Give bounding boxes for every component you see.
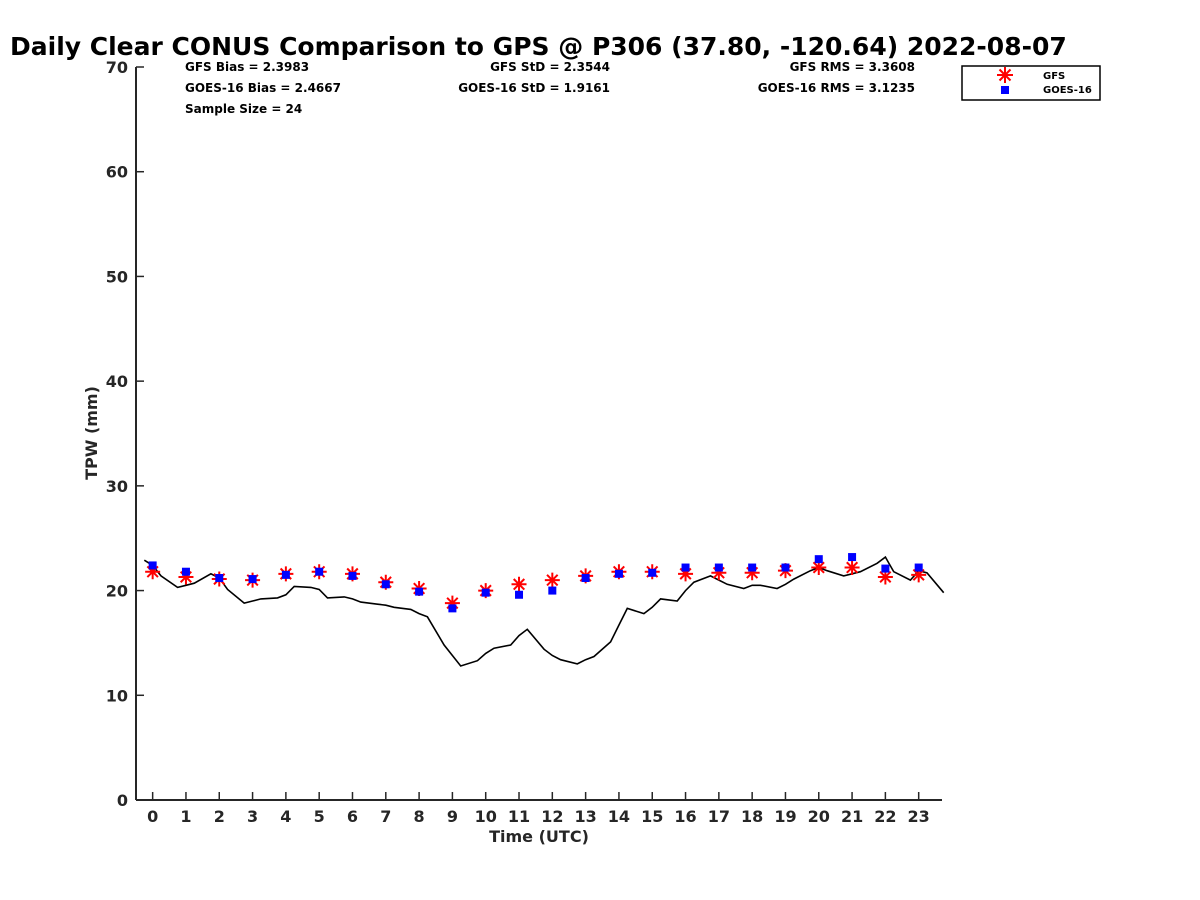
- legend-label-goes16: GOES-16: [1043, 85, 1092, 96]
- data-point-gfs: [844, 560, 860, 576]
- data-point-goes16: [748, 563, 757, 572]
- x-tick-label: 16: [674, 807, 696, 826]
- x-tick-label: 9: [447, 807, 458, 826]
- data-point-goes16: [248, 575, 257, 584]
- legend-label-gfs: GFS: [1043, 71, 1065, 82]
- x-tick-label: 1: [180, 807, 191, 826]
- x-tick-label: 4: [280, 807, 291, 826]
- data-point-goes16: [181, 567, 190, 576]
- stat-gfs-std: GFS StD = 2.3544: [490, 60, 610, 74]
- data-point-gfs: [877, 569, 893, 585]
- data-point-goes16: [648, 568, 657, 577]
- data-point-goes16: [681, 563, 690, 572]
- x-tick-label: 8: [414, 807, 425, 826]
- x-tick-label: 17: [708, 807, 730, 826]
- legend-asterisk-icon: [997, 67, 1013, 83]
- x-tick-label: 6: [347, 807, 358, 826]
- data-point-goes16: [581, 574, 590, 583]
- data-point-goes16: [381, 580, 390, 589]
- data-point-gfs: [711, 565, 727, 581]
- y-tick-label: 0: [117, 791, 128, 810]
- y-tick-label: 10: [106, 686, 128, 705]
- data-point-gfs: [511, 576, 527, 592]
- y-tick-label: 70: [106, 58, 128, 77]
- stat-goes-rms: GOES-16 RMS = 3.1235: [758, 81, 915, 95]
- x-tick-label: 2: [214, 807, 225, 826]
- x-tick-label: 14: [608, 807, 630, 826]
- data-point-goes16: [714, 563, 723, 572]
- data-point-goes16: [881, 564, 890, 573]
- data-point-goes16: [548, 586, 557, 595]
- data-point-goes16: [448, 604, 457, 613]
- data-point-gfs: [444, 595, 460, 611]
- data-point-goes16: [848, 553, 857, 562]
- legend-square-icon: [1001, 86, 1009, 94]
- data-point-gfs: [178, 569, 194, 585]
- x-tick-label: 23: [908, 807, 930, 826]
- data-point-goes16: [148, 561, 157, 570]
- x-tick-label: 5: [314, 807, 325, 826]
- data-point-gfs: [145, 564, 161, 580]
- x-tick-label: 21: [841, 807, 863, 826]
- data-point-gfs: [811, 560, 827, 576]
- x-tick-label: 20: [808, 807, 830, 826]
- legend: GFS GOES-16: [961, 65, 1101, 101]
- data-point-goes16: [281, 570, 290, 579]
- x-axis-label: Time (UTC): [489, 827, 589, 846]
- x-tick-label: 19: [774, 807, 796, 826]
- series-line-gps: [143, 555, 945, 667]
- y-tick-label: 50: [106, 267, 128, 286]
- data-point-goes16: [614, 569, 623, 578]
- data-point-goes16: [814, 555, 823, 564]
- x-tick-label: 12: [541, 807, 563, 826]
- x-tick-label: 15: [641, 807, 663, 826]
- stat-gfs-bias: GFS Bias = 2.3983: [185, 60, 309, 74]
- x-tick-label: 22: [874, 807, 896, 826]
- data-point-goes16: [315, 567, 324, 576]
- stat-gfs-rms: GFS RMS = 3.3608: [790, 60, 915, 74]
- x-tick-label: 7: [380, 807, 391, 826]
- x-tick-label: 10: [475, 807, 497, 826]
- data-point-gfs: [678, 566, 694, 582]
- data-point-gfs: [911, 567, 927, 583]
- y-tick-label: 40: [106, 372, 128, 391]
- data-point-goes16: [914, 563, 923, 572]
- data-point-goes16: [348, 571, 357, 580]
- stats-block: GFS Bias = 2.3983 GOES-16 Bias = 2.4667 …: [185, 60, 915, 116]
- x-tick-label: 13: [574, 807, 596, 826]
- data-point-gfs: [544, 572, 560, 588]
- data-point-goes16: [215, 574, 224, 583]
- stat-goes-bias: GOES-16 Bias = 2.4667: [185, 81, 341, 95]
- x-tick-label: 11: [508, 807, 530, 826]
- stat-sample-size: Sample Size = 24: [185, 102, 302, 116]
- x-tick-label: 3: [247, 807, 258, 826]
- data-point-goes16: [481, 588, 490, 597]
- y-tick-label: 20: [106, 582, 128, 601]
- y-tick-label: 60: [106, 163, 128, 182]
- data-point-goes16: [781, 563, 790, 572]
- stat-goes-std: GOES-16 StD = 1.9161: [458, 81, 610, 95]
- data-point-goes16: [515, 590, 524, 599]
- chart-title: Daily Clear CONUS Comparison to GPS @ P3…: [10, 32, 1067, 61]
- x-tick-label: 0: [147, 807, 158, 826]
- data-point-goes16: [415, 587, 424, 596]
- data-point-gfs: [744, 565, 760, 581]
- x-tick-label: 18: [741, 807, 763, 826]
- y-tick-label: 30: [106, 477, 128, 496]
- y-axis-label: TPW (mm): [82, 386, 101, 480]
- legend-box: [961, 65, 1101, 101]
